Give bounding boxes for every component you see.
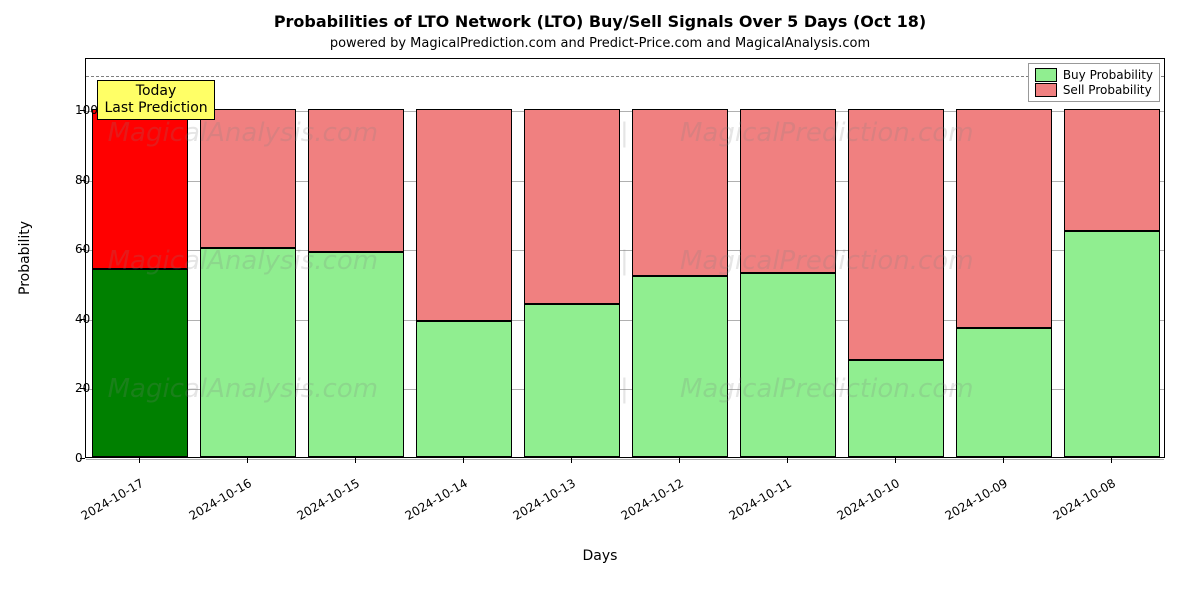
x-tick-label: 2024-10-12 (619, 476, 686, 523)
chart-title: Probabilities of LTO Network (LTO) Buy/S… (0, 12, 1200, 31)
legend-item-sell: Sell Probability (1035, 83, 1153, 97)
sell-bar (200, 109, 295, 248)
y-tick (80, 388, 85, 389)
x-tick (247, 458, 248, 463)
bar-group (956, 57, 1051, 457)
bar-group (524, 57, 619, 457)
x-tick (679, 458, 680, 463)
sell-bar (1064, 109, 1159, 231)
buy-bar (848, 360, 943, 457)
sell-bar (524, 109, 619, 304)
x-tick (571, 458, 572, 463)
x-tick-label: 2024-10-14 (403, 476, 470, 523)
x-tick (463, 458, 464, 463)
buy-bar (308, 252, 403, 457)
buy-bar (740, 273, 835, 457)
y-tick (80, 458, 85, 459)
buy-bar (92, 269, 187, 457)
sell-bar (632, 109, 727, 276)
x-tick-label: 2024-10-16 (187, 476, 254, 523)
x-tick-label: 2024-10-17 (79, 476, 146, 523)
bar-group (1064, 57, 1159, 457)
sell-bar (308, 109, 403, 252)
legend-label-buy: Buy Probability (1063, 68, 1153, 82)
x-tick (787, 458, 788, 463)
sell-bar (740, 109, 835, 272)
x-tick (139, 458, 140, 463)
x-tick (1003, 458, 1004, 463)
buy-bar (956, 328, 1051, 457)
y-tick (80, 319, 85, 320)
x-tick-label: 2024-10-13 (511, 476, 578, 523)
buy-bar (524, 304, 619, 457)
legend-item-buy: Buy Probability (1035, 68, 1153, 82)
today-annotation-line1: Today (104, 83, 207, 100)
today-annotation-line2: Last Prediction (104, 100, 207, 117)
legend: Buy Probability Sell Probability (1028, 63, 1160, 102)
legend-swatch-buy (1035, 68, 1057, 82)
legend-label-sell: Sell Probability (1063, 83, 1152, 97)
legend-swatch-sell (1035, 83, 1057, 97)
x-tick-label: 2024-10-10 (835, 476, 902, 523)
bar-group (308, 57, 403, 457)
buy-bar (416, 321, 511, 457)
today-annotation: Today Last Prediction (97, 80, 214, 120)
bar-group (848, 57, 943, 457)
y-tick (80, 249, 85, 250)
sell-bar (416, 109, 511, 321)
x-tick-label: 2024-10-11 (727, 476, 794, 523)
x-tick-label: 2024-10-08 (1051, 476, 1118, 523)
sell-bar (848, 109, 943, 359)
x-tick-label: 2024-10-15 (295, 476, 362, 523)
x-axis-label: Days (0, 548, 1200, 564)
sell-bar (92, 109, 187, 269)
bar-group (200, 57, 295, 457)
x-tick (355, 458, 356, 463)
buy-bar (200, 248, 295, 457)
y-tick (80, 110, 85, 111)
bar-group (740, 57, 835, 457)
x-tick-label: 2024-10-09 (943, 476, 1010, 523)
buy-bar (1064, 231, 1159, 457)
plot-area: MagicalAnalysis.com|MagicalPrediction.co… (85, 58, 1165, 458)
y-axis-label: Probability (17, 221, 33, 295)
buy-bar (632, 276, 727, 457)
x-tick (1111, 458, 1112, 463)
watermark-sep: | (620, 118, 629, 148)
bar-group (632, 57, 727, 457)
x-tick (895, 458, 896, 463)
chart-subtitle: powered by MagicalPrediction.com and Pre… (0, 36, 1200, 51)
sell-bar (956, 109, 1051, 328)
y-tick (80, 180, 85, 181)
bar-group (416, 57, 511, 457)
